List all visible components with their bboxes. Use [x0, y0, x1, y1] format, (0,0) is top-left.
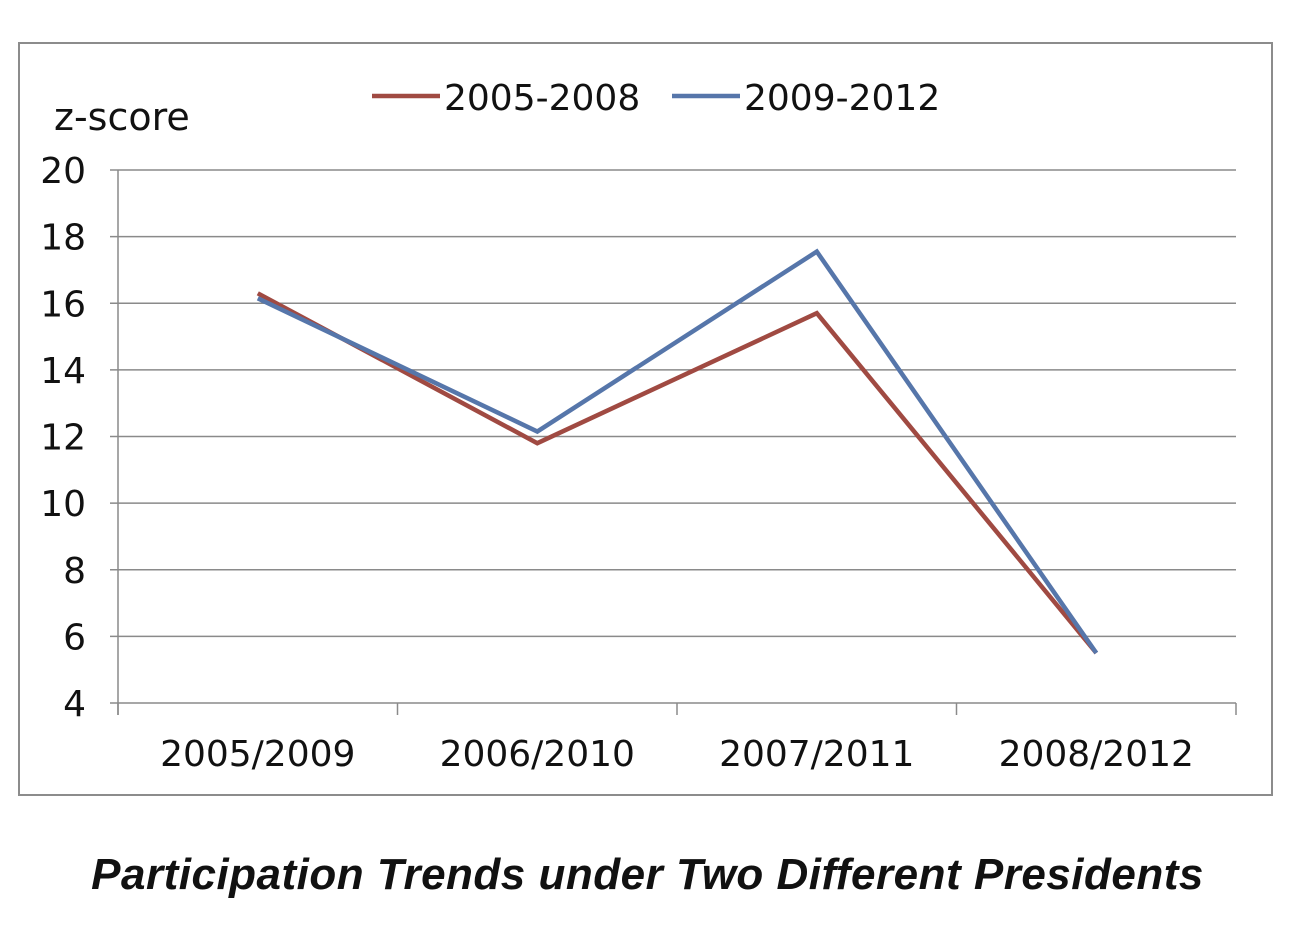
y-tick-label: 14 — [40, 351, 86, 392]
chart-frame — [18, 42, 1273, 796]
y-tick-label: 10 — [40, 484, 86, 525]
x-tick-label: 2008/2012 — [999, 734, 1194, 775]
gridlines — [118, 169, 1236, 704]
y-tick-label: 12 — [40, 418, 86, 459]
legend-label: 2005-2008 — [444, 78, 640, 119]
y-tick-label: 18 — [40, 218, 86, 259]
x-tick-label: 2007/2011 — [719, 734, 914, 775]
y-tick-label: 4 — [63, 684, 86, 725]
y-tick-label: 16 — [40, 284, 86, 325]
y-tick-label: 8 — [63, 551, 86, 592]
figure-caption: Participation Trends under Two Different… — [91, 850, 1204, 899]
x-tick-label: 2006/2010 — [440, 734, 635, 775]
y-tick-label: 6 — [63, 617, 86, 658]
legend: 2005-2008 2009-2012 — [372, 78, 940, 119]
x-tick-label: 2005/2009 — [160, 734, 355, 775]
legend-label: 2009-2012 — [744, 78, 940, 119]
y-tick-label: 20 — [40, 151, 86, 192]
series-line-2005-2008 — [256, 291, 1099, 655]
axes: 4 6 8 10 12 14 16 18 20 2005/2009 2006/2010 2007/20… — [40, 151, 1237, 775]
series-lines — [256, 248, 1099, 655]
series-line-2009-2012 — [256, 248, 1099, 655]
y-axis-label: z-score — [54, 95, 190, 139]
